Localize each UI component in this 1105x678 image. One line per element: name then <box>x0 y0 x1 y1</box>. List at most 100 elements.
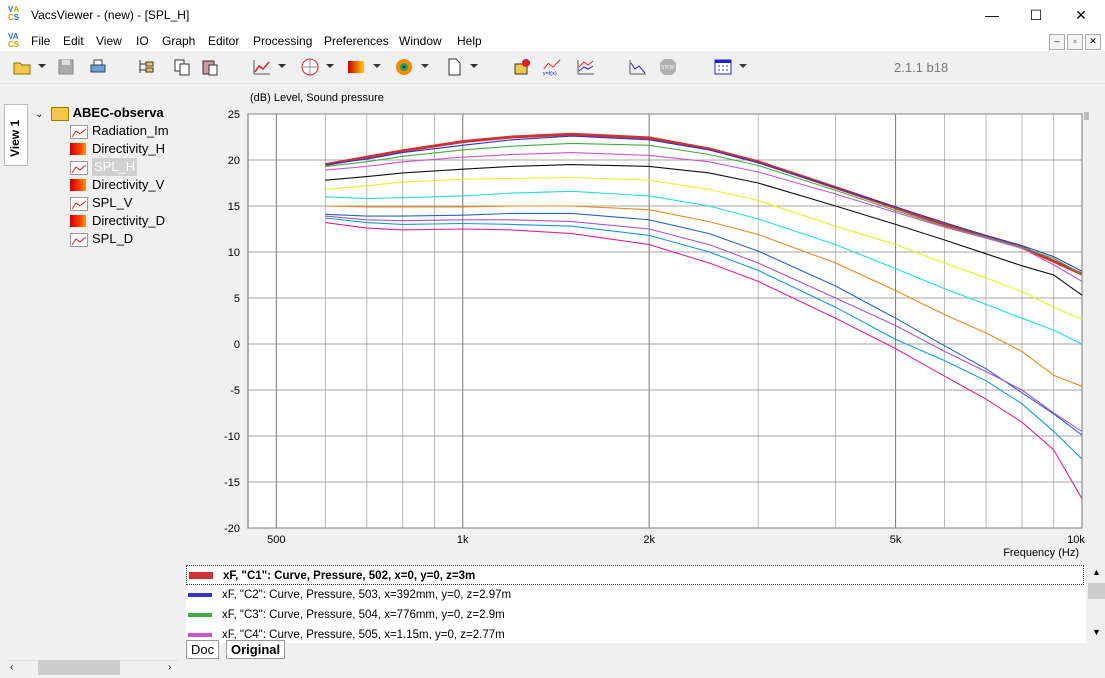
new-document-icon[interactable] <box>444 57 464 77</box>
line-graph-icon <box>70 233 88 247</box>
x-axis-label: Frequency (Hz) <box>1003 547 1079 559</box>
tree-item-label: SPL_D <box>92 231 134 246</box>
y-tick-label: 10 <box>228 247 240 259</box>
maximize-button[interactable]: ☐ <box>1029 7 1043 23</box>
legend-row[interactable]: xF, "C2": Curve, Pressure, 503, x=392mm,… <box>186 585 1084 605</box>
menu-view[interactable]: View <box>96 34 122 48</box>
series-line <box>325 164 1083 296</box>
menu-window[interactable]: Window <box>399 34 442 48</box>
y-tick-label: 5 <box>234 293 240 305</box>
y-axis-label: (dB) Level, Sound pressure <box>250 92 384 104</box>
process-icon[interactable] <box>628 57 648 77</box>
line-graph-icon <box>70 197 88 211</box>
document-icon[interactable]: VA CS <box>8 32 20 49</box>
collapse-icon[interactable]: ⌄ <box>35 109 44 120</box>
x-tick-label: 1k <box>457 534 469 546</box>
menu-help[interactable]: Help <box>457 34 482 48</box>
spl-graph[interactable]: 25 20 15 10 5 0 -5 -10 -15 -20 500 1k 2k 5k 10k (dB) Le… <box>190 88 1105 563</box>
legend-row[interactable]: xF, "C4": Curve, Pressure, 505, x=1.15m,… <box>186 625 1084 645</box>
series-line <box>325 222 1083 499</box>
menu-editor[interactable]: Editor <box>208 34 240 48</box>
copy-icon[interactable] <box>172 57 192 77</box>
scroll-right-icon[interactable]: › <box>168 662 172 673</box>
y-tick-label: -20 <box>224 523 240 535</box>
tab-doc[interactable]: Doc <box>186 640 220 659</box>
legend-text: xF, "C3": Curve, Pressure, 504, x=776mm,… <box>222 609 505 621</box>
svg-text:STOP: STOP <box>661 65 675 71</box>
menu-graph[interactable]: Graph <box>162 34 196 48</box>
tab-view-1[interactable]: View 1 <box>4 104 28 166</box>
legend-text: xF, "C2": Curve, Pressure, 503, x=392mm,… <box>222 589 512 601</box>
tab-original[interactable]: Original <box>226 640 286 659</box>
menu-preferences[interactable]: Preferences <box>324 34 389 48</box>
line-graph-dropdown-icon[interactable] <box>278 64 286 68</box>
legend-text: xF, "C4": Curve, Pressure, 505, x=1.15m,… <box>222 629 505 641</box>
scroll-up-icon[interactable]: ▲ <box>1092 567 1101 577</box>
scroll-left-icon[interactable]: ‹ <box>10 662 14 673</box>
tree-icon[interactable] <box>136 57 156 77</box>
y-tick-label: -10 <box>224 431 240 443</box>
x-tick-label: 500 <box>267 534 285 546</box>
menu-edit[interactable]: Edit <box>63 34 84 48</box>
balloon-icon[interactable] <box>394 57 414 77</box>
print-icon[interactable] <box>88 57 108 77</box>
polar-graph-icon[interactable] <box>300 57 320 77</box>
mdi-restore-button[interactable]: ▫ <box>1067 34 1083 50</box>
save-icon[interactable] <box>56 57 76 77</box>
x-tick-label: 5k <box>890 534 902 546</box>
window-layout-dropdown-icon[interactable] <box>739 64 747 68</box>
y-tick-label: -5 <box>230 385 240 397</box>
observer-icon[interactable] <box>512 57 532 77</box>
mdi-close-button[interactable]: ✕ <box>1085 34 1101 50</box>
project-tree: ⌄ ABEC-observa Radiation_Im Directivity_H… <box>30 104 185 254</box>
series-line <box>325 152 1083 282</box>
menu-io[interactable]: IO <box>136 34 149 48</box>
scroll-down-icon[interactable]: ▼ <box>1092 627 1101 637</box>
minimize-button[interactable]: — <box>985 7 999 23</box>
tree-root[interactable]: ⌄ ABEC-observa <box>35 104 164 122</box>
polar-dropdown-icon[interactable] <box>326 64 334 68</box>
y-tick-label: 25 <box>228 109 240 121</box>
legend-row[interactable]: xF, "C1": Curve, Pressure, 502, x=0, y=0… <box>186 565 1084 585</box>
multi-graph-icon[interactable] <box>576 57 596 77</box>
menu-file[interactable]: File <box>31 34 51 48</box>
tree-root-label: ABEC-observa <box>72 105 164 120</box>
color-map-icon[interactable] <box>346 57 366 77</box>
new-document-dropdown-icon[interactable] <box>470 64 478 68</box>
y-equals-fx-icon[interactable]: y=f(x) <box>542 57 562 77</box>
tree-item-label: SPL_V <box>92 195 133 210</box>
legend-row[interactable]: xF, "C3": Curve, Pressure, 504, x=776mm,… <box>186 605 1084 625</box>
y-tick-label: 0 <box>234 339 240 351</box>
series-line <box>325 135 1083 272</box>
menu-processing[interactable]: Processing <box>253 34 313 48</box>
open-folder-icon[interactable] <box>12 57 32 77</box>
title-bar: VA CS VacsViewer - (new) - [SPL_H] — ☐ ✕ <box>0 0 1105 31</box>
y-tick-label: 15 <box>228 201 240 213</box>
legend-swatch <box>188 633 212 637</box>
color-map-dropdown-icon[interactable] <box>373 64 381 68</box>
close-button[interactable]: ✕ <box>1075 7 1087 23</box>
version-label: 2.1.1 b18 <box>894 60 949 75</box>
mdi-minimize-button[interactable]: – <box>1049 34 1065 50</box>
plot-scroll-marker <box>1084 112 1089 120</box>
window-title: VacsViewer - (new) - [SPL_H] <box>31 8 190 22</box>
line-graph-icon[interactable] <box>252 57 272 77</box>
color-map-icon <box>70 215 86 227</box>
legend-scroll-thumb[interactable] <box>1088 583 1105 599</box>
view-tab-label: View 1 <box>8 119 22 157</box>
tree-item-label: Directivity_D <box>92 213 165 228</box>
stop-icon[interactable]: STOP <box>658 57 678 77</box>
legend-vertical-scrollbar[interactable]: ▲ ▼ <box>1088 565 1105 643</box>
toolbar: y=f(x) STOP 2.1.1 b18 <box>0 51 1105 84</box>
tree-scroll-thumb[interactable] <box>38 660 120 675</box>
balloon-dropdown-icon[interactable] <box>421 64 429 68</box>
open-dropdown-icon[interactable] <box>38 64 46 68</box>
tree-item-label: Directivity_V <box>92 177 165 192</box>
series-line <box>325 205 1083 387</box>
svg-text:y=f(x): y=f(x) <box>543 71 557 77</box>
window-layout-icon[interactable] <box>713 57 733 77</box>
series-line <box>325 176 1083 320</box>
tree-item-label: Directivity_H <box>92 141 165 156</box>
paste-icon[interactable] <box>200 57 220 77</box>
x-tick-label: 10k <box>1067 534 1085 546</box>
